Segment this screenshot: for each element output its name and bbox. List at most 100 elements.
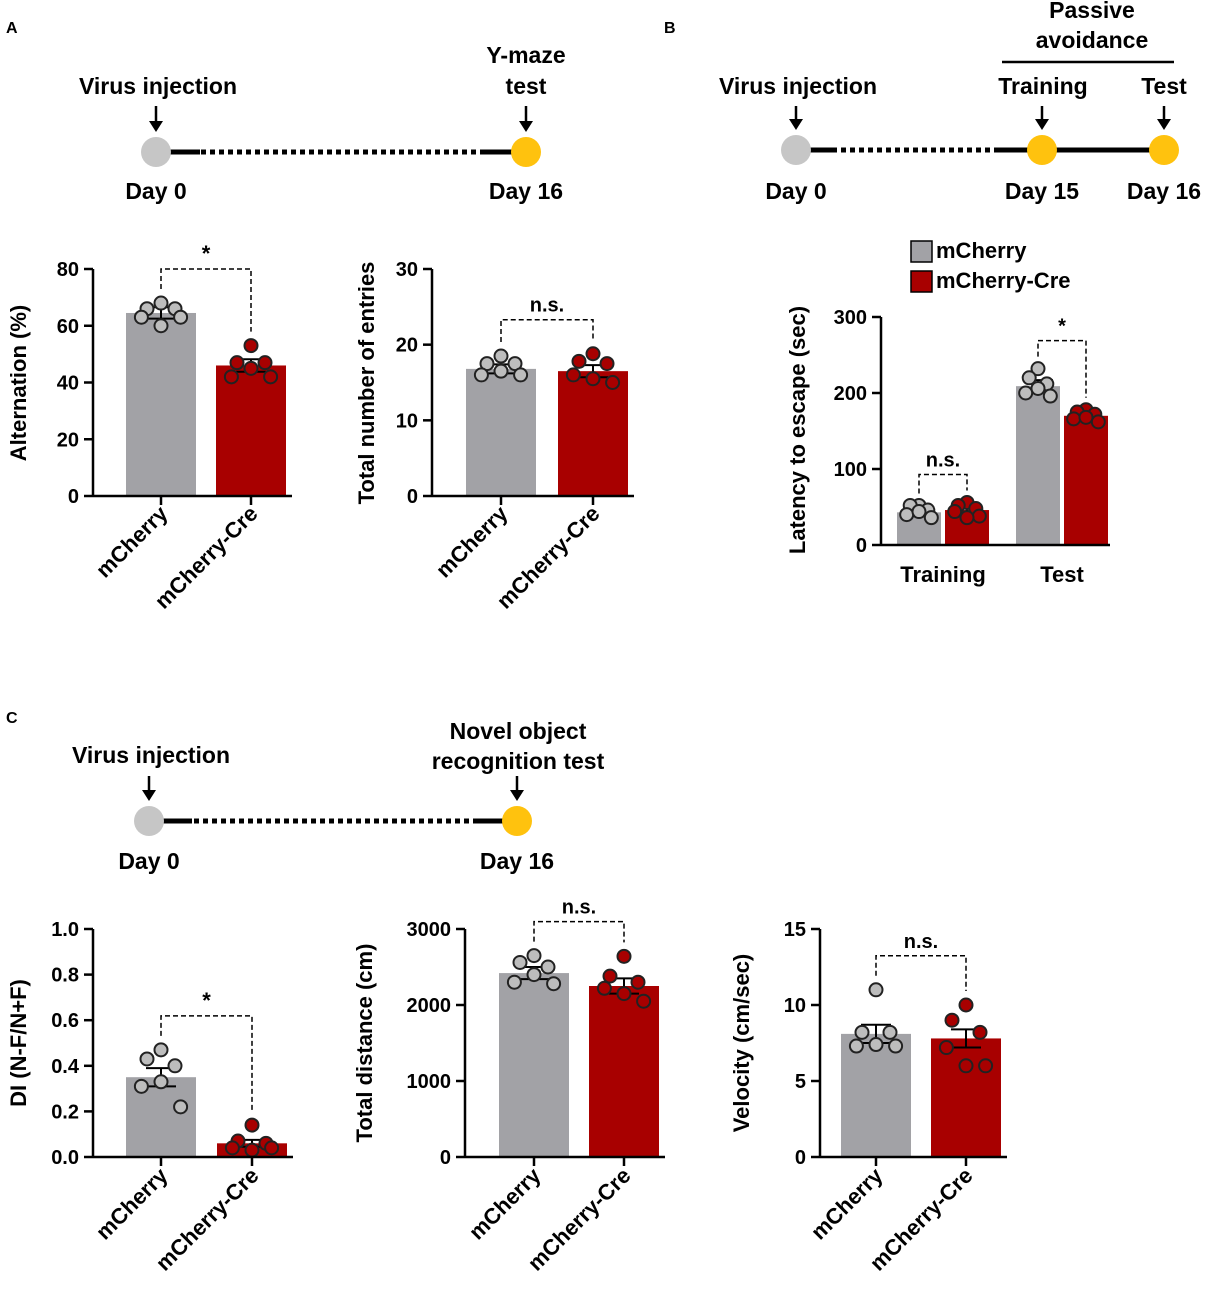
significance-label: n.s. [530,295,564,317]
y-tick-label: 3000 [407,919,452,941]
legend: mCherry mCherry-Cre [910,238,1071,293]
timeline-mid-marker [1027,135,1057,165]
data-point [257,355,273,371]
y-tick-label: 200 [834,383,867,405]
chart-latency-to-escape: 0 100 200 300 Latency to escape (sec) Trainin… [785,306,1110,587]
data-point [596,980,612,996]
significance-bracket [160,1015,253,1112]
y-axis-label: Latency to escape (sec) [785,306,810,554]
data-point [899,507,915,523]
data-point [868,982,884,998]
data-point [882,1024,898,1040]
timeline-start-marker [781,135,811,165]
data-point [938,1040,954,1056]
significance-bracket [160,268,252,332]
data-point [173,309,189,325]
panel-letter-b: B [664,20,676,37]
data-point [868,1037,884,1053]
bar [499,973,569,1157]
bar [216,365,286,496]
timeline-b: Passive avoidance Virus injection Traini… [719,0,1201,204]
data-point [971,508,987,524]
bar [1064,415,1108,545]
data-point [854,1024,870,1040]
timeline-end-day: Day 16 [480,848,554,874]
bar [126,312,196,496]
timeline-start-day: Day 0 [118,848,179,874]
y-tick-label: 0 [440,1147,451,1169]
timeline-end-marker [511,137,541,167]
data-point [133,309,149,325]
y-tick-label: 0.2 [51,1101,79,1123]
timeline-mid-label: Training [998,73,1087,99]
timeline-end-marker [1149,135,1179,165]
data-point [493,363,509,379]
significance-label: n.s. [562,897,596,919]
arrow-down-icon [142,776,156,801]
data-point [153,1042,169,1058]
data-point [602,968,618,984]
data-point [546,976,562,992]
x-category-label: mCherry [431,500,513,582]
timeline-start-label: Virus injection [79,73,237,99]
data-point [224,1140,240,1156]
legend-label-mcherry: mCherry [936,238,1027,263]
data-point [244,1117,260,1133]
data-point [972,1024,988,1040]
y-tick-label: 0.8 [51,965,79,987]
x-category-label: mCherry [806,1162,888,1244]
y-tick-label: 0 [795,1147,806,1169]
data-point [978,1058,994,1074]
y-tick-label: 0.4 [51,1056,80,1078]
arrow-down-icon [149,106,163,132]
data-point [599,356,615,372]
data-point [630,974,646,990]
data-point [1021,370,1037,386]
panel-letter-c: C [6,710,18,727]
data-point [848,1038,864,1054]
y-axis-label: Total distance (cm) [352,944,377,1143]
data-point [616,986,632,1002]
y-tick-label: 20 [396,335,418,357]
timeline-end-day: Day 16 [489,178,563,204]
y-tick-label: 0.6 [51,1010,79,1032]
data-point [173,1099,189,1115]
legend-label-mcherry-cre: mCherry-Cre [936,268,1071,293]
y-tick-label: 0 [68,486,79,508]
data-point [571,353,587,369]
y-axis-label: Alternation (%) [6,305,31,461]
data-point [153,1074,169,1090]
y-tick-label: 40 [57,373,79,395]
data-point [243,360,259,376]
significance-bracket [918,473,968,494]
data-point [585,346,601,362]
y-tick-label: 60 [57,316,79,338]
y-tick-label: 0.0 [51,1147,79,1169]
timeline-a: Virus injection Day 0 Y-maze test Day 16 [79,42,566,204]
data-point [1090,414,1106,430]
data-point [947,504,963,520]
arrow-down-icon [1035,106,1049,130]
data-point [540,959,556,975]
y-tick-label: 0 [856,535,867,557]
data-point [923,510,939,526]
timeline-end-label: Test [1141,73,1187,99]
timeline-start-label: Virus injection [72,742,230,768]
arrow-down-icon [510,776,524,801]
data-point [223,369,239,385]
data-point [1042,388,1058,404]
timeline-start-day: Day 0 [125,178,186,204]
data-point [605,375,621,390]
timeline-end-label-line2: test [506,73,547,99]
data-point [958,997,974,1013]
significance-bracket [533,920,625,943]
timeline-end-day: Day 16 [1127,178,1201,204]
panel-letter-a: A [6,20,18,37]
legend-swatch-mcherry [910,240,933,263]
group-label-line1: Passive [1049,0,1135,23]
x-category-label: mCherry [91,1162,173,1244]
arrow-down-icon [789,106,803,130]
